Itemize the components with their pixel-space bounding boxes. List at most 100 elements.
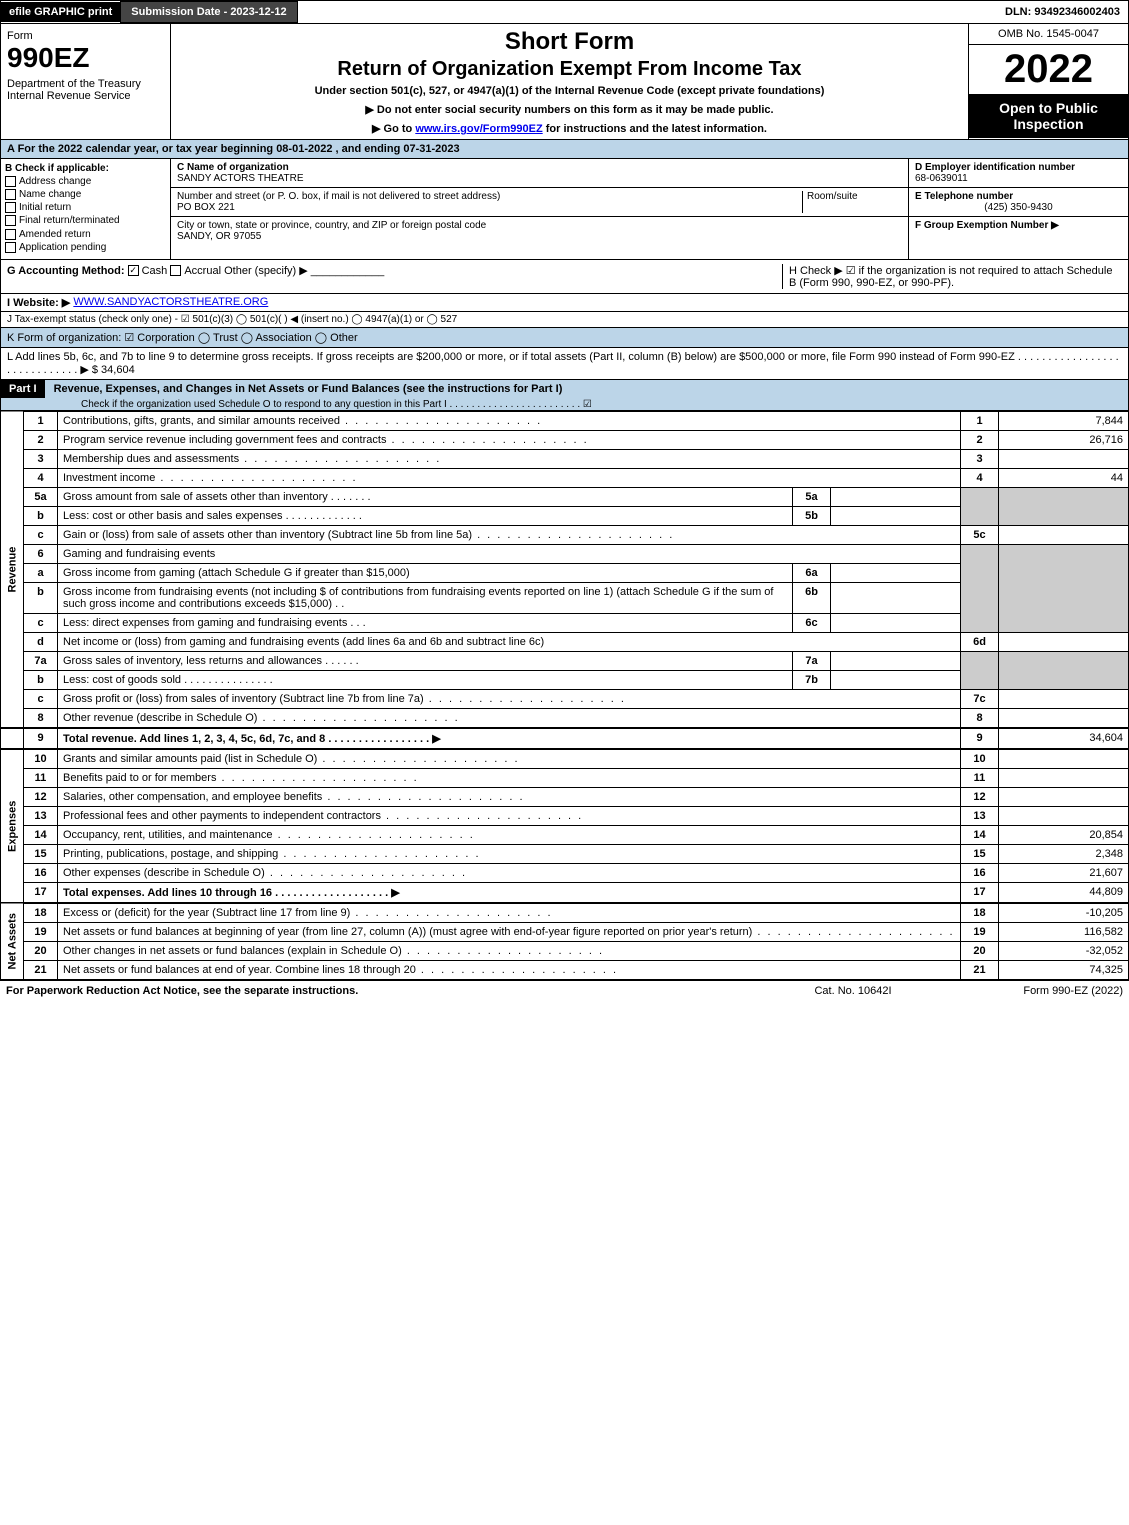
l5c-box: 5c [961,525,999,544]
ck-initial[interactable]: Initial return [5,202,166,213]
l7-grey [961,651,999,689]
city-value: SANDY, OR 97055 [177,231,261,242]
l5b-ival [831,506,961,525]
submission-date: Submission Date - 2023-12-12 [120,1,297,23]
ck-final[interactable]: Final return/terminated [5,215,166,226]
j-text: J Tax-exempt status (check only one) - ☑… [7,314,457,325]
l2-val: 26,716 [999,430,1129,449]
return-title: Return of Organization Exempt From Incom… [177,58,962,81]
l17-num: 17 [24,882,58,903]
section-c: C Name of organization SANDY ACTORS THEA… [171,159,908,259]
l8-num: 8 [24,708,58,728]
g-label: G Accounting Method: [7,265,125,277]
l18-val: -10,205 [999,903,1129,923]
l8-box: 8 [961,708,999,728]
l3-box: 3 [961,449,999,468]
h-text: H Check ▶ ☑ if the organization is not r… [782,264,1122,289]
revenue-sidelabel: Revenue [1,411,24,728]
irs-link[interactable]: www.irs.gov/Form990EZ [415,123,542,135]
l6b-ibox: 6b [793,582,831,613]
l7-greyval [999,651,1129,689]
ck-accrual[interactable] [170,265,181,276]
k-text: K Form of organization: ☑ Corporation ◯ … [7,331,358,344]
l8-desc: Other revenue (describe in Schedule O) [58,708,961,728]
l7a-num: 7a [24,651,58,670]
section-a: A For the 2022 calendar year, or tax yea… [0,140,1129,159]
l15-val: 2,348 [999,844,1129,863]
l6b-desc: Gross income from fundraising events (no… [58,582,793,613]
l20-num: 20 [24,941,58,960]
l14-val: 20,854 [999,825,1129,844]
line-j: J Tax-exempt status (check only one) - ☑… [0,312,1129,328]
l7b-num: b [24,670,58,689]
l12-desc: Salaries, other compensation, and employ… [58,787,961,806]
street-value: PO BOX 221 [177,202,235,213]
section-b: B Check if applicable: Address change Na… [1,159,171,259]
l12-val [999,787,1129,806]
l16-num: 16 [24,863,58,882]
i-label: I Website: ▶ [7,296,70,309]
street-row: Number and street (or P. O. box, if mail… [171,188,908,217]
phone-row: E Telephone number (425) 350-9430 [909,188,1128,217]
l3-num: 3 [24,449,58,468]
city-row: City or town, state or province, country… [171,217,908,245]
l5a-ival [831,487,961,506]
ck-amended[interactable]: Amended return [5,229,166,240]
l13-val [999,806,1129,825]
l10-box: 10 [961,749,999,769]
ck-pending[interactable]: Application pending [5,242,166,253]
l11-num: 11 [24,768,58,787]
l6d-num: d [24,632,58,651]
ck-address[interactable]: Address change [5,176,166,187]
e-label: E Telephone number [915,191,1013,202]
dln: DLN: 93492346002403 [997,2,1128,22]
org-name: SANDY ACTORS THEATRE [177,173,304,184]
l16-val: 21,607 [999,863,1129,882]
l6c-ibox: 6c [793,613,831,632]
l7c-num: c [24,689,58,708]
city-label: City or town, state or province, country… [177,220,486,231]
l7a-ibox: 7a [793,651,831,670]
l6-num: 6 [24,544,58,563]
l5b-ibox: 5b [793,506,831,525]
l19-val: 116,582 [999,922,1129,941]
part1-sub: Check if the organization used Schedule … [1,399,592,410]
l3-desc: Membership dues and assessments [58,449,961,468]
omb-number: OMB No. 1545-0047 [969,24,1128,45]
ck-name[interactable]: Name change [5,189,166,200]
l4-box: 4 [961,468,999,487]
l7b-ival [831,670,961,689]
header-center: Short Form Return of Organization Exempt… [171,24,968,139]
l9-val: 34,604 [999,728,1129,749]
efile-label[interactable]: efile GRAPHIC print [1,2,120,22]
part1-label: Part I [1,380,45,398]
street-label: Number and street (or P. O. box, if mail… [177,191,500,202]
l5-greyval [999,487,1129,525]
l21-val: 74,325 [999,960,1129,979]
expenses-sidelabel: Expenses [1,749,24,903]
l18-desc: Excess or (deficit) for the year (Subtra… [58,903,961,923]
l6-greyval [999,544,1129,632]
l19-box: 19 [961,922,999,941]
l2-box: 2 [961,430,999,449]
l14-num: 14 [24,825,58,844]
l6b-ival [831,582,961,613]
l16-desc: Other expenses (describe in Schedule O) [58,863,961,882]
l17-desc: Total expenses. Add lines 10 through 16 … [58,882,961,903]
header-left: Form 990EZ Department of the Treasury In… [1,24,171,139]
l5c-num: c [24,525,58,544]
financial-table: Revenue 1 Contributions, gifts, grants, … [0,411,1129,980]
l7a-desc: Gross sales of inventory, less returns a… [58,651,793,670]
l14-box: 14 [961,825,999,844]
part1-header: Part I Revenue, Expenses, and Changes in… [0,380,1129,411]
l13-num: 13 [24,806,58,825]
l13-desc: Professional fees and other payments to … [58,806,961,825]
d-label: D Employer identification number [915,162,1075,173]
website-link[interactable]: WWW.SANDYACTORSTHEATRE.ORG [73,296,268,309]
f-label: F Group Exemption Number ▶ [915,220,1059,231]
goto-note: ▶ Go to www.irs.gov/Form990EZ for instru… [177,122,962,135]
l10-val [999,749,1129,769]
l6d-box: 6d [961,632,999,651]
ck-cash[interactable]: ✓ [128,265,139,276]
l2-desc: Program service revenue including govern… [58,430,961,449]
